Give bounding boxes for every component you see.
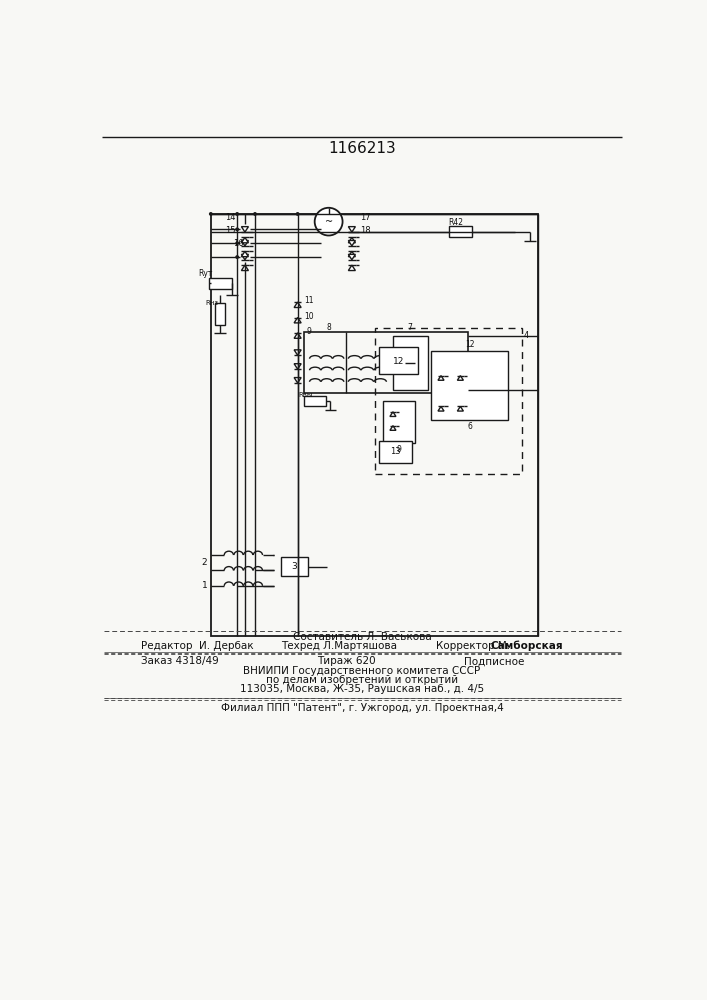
Text: Самборская: Самборская xyxy=(491,641,563,651)
Text: 11: 11 xyxy=(305,296,314,305)
Polygon shape xyxy=(438,406,444,411)
Text: Техред Л.Мартяшова: Техред Л.Мартяшова xyxy=(281,641,397,651)
Bar xyxy=(375,328,522,474)
Text: ВНИИПИ Государственного комитета СССР: ВНИИПИ Государственного комитета СССР xyxy=(243,666,481,676)
Text: 18: 18 xyxy=(360,226,370,235)
Bar xyxy=(209,278,232,289)
Text: 6: 6 xyxy=(467,422,472,431)
Bar xyxy=(211,214,538,636)
Text: R42: R42 xyxy=(448,218,463,227)
Text: Подписное: Подписное xyxy=(464,656,525,666)
Polygon shape xyxy=(390,412,396,416)
Bar xyxy=(379,441,411,463)
Polygon shape xyxy=(438,376,444,380)
Text: Филиал ППП "Патент", г. Ужгород, ул. Проектная,4: Филиал ППП "Патент", г. Ужгород, ул. Про… xyxy=(221,703,503,713)
Circle shape xyxy=(209,212,213,216)
Polygon shape xyxy=(294,333,301,338)
Polygon shape xyxy=(406,363,414,370)
Polygon shape xyxy=(294,378,301,383)
Circle shape xyxy=(315,208,343,235)
Polygon shape xyxy=(390,426,396,430)
Polygon shape xyxy=(294,302,301,307)
Polygon shape xyxy=(457,406,463,411)
Bar xyxy=(393,336,428,389)
Polygon shape xyxy=(457,376,463,380)
Text: 2: 2 xyxy=(201,558,207,567)
Polygon shape xyxy=(241,254,248,260)
Text: 1166213: 1166213 xyxy=(328,141,396,156)
Text: Заказ 4318/49: Заказ 4318/49 xyxy=(141,656,219,666)
Text: 113035, Москва, Ж-35, Раушская наб., д. 4/5: 113035, Москва, Ж-35, Раушская наб., д. … xyxy=(240,684,484,694)
Text: Тираж 620: Тираж 620 xyxy=(317,656,375,666)
Polygon shape xyxy=(349,254,356,260)
Text: 7: 7 xyxy=(407,323,412,332)
Circle shape xyxy=(253,212,257,216)
Bar xyxy=(431,351,508,420)
Bar xyxy=(383,401,416,443)
Circle shape xyxy=(296,212,300,216)
Text: Составитель Л. Васькова: Составитель Л. Васькова xyxy=(293,632,431,642)
Polygon shape xyxy=(241,241,248,246)
Text: 10: 10 xyxy=(305,312,314,321)
Text: 8: 8 xyxy=(326,323,331,332)
Bar xyxy=(304,396,325,406)
Polygon shape xyxy=(241,251,248,257)
Polygon shape xyxy=(294,350,301,355)
Circle shape xyxy=(235,241,239,245)
Text: Редактор  И. Дербак: Редактор И. Дербак xyxy=(141,641,254,651)
Text: 9: 9 xyxy=(397,445,402,454)
Text: 12: 12 xyxy=(392,357,404,366)
Text: ~: ~ xyxy=(325,217,333,227)
Text: 4: 4 xyxy=(524,331,529,340)
Polygon shape xyxy=(294,364,301,369)
Polygon shape xyxy=(241,227,248,232)
Text: по делам изобретений и открытий: по делам изобретений и открытий xyxy=(266,675,458,685)
Circle shape xyxy=(235,227,239,231)
Text: Корректор М.: Корректор М. xyxy=(436,641,510,651)
Text: 3: 3 xyxy=(291,562,297,571)
Text: 15: 15 xyxy=(225,226,235,235)
Polygon shape xyxy=(349,241,356,246)
Bar xyxy=(449,226,472,237)
Polygon shape xyxy=(241,265,248,271)
Polygon shape xyxy=(349,251,356,257)
Text: 9: 9 xyxy=(307,327,312,336)
Polygon shape xyxy=(349,265,356,271)
Bar xyxy=(379,347,418,374)
Polygon shape xyxy=(349,227,356,232)
Circle shape xyxy=(235,255,239,259)
Text: 14: 14 xyxy=(225,213,235,222)
Text: Rут: Rут xyxy=(198,269,212,278)
Circle shape xyxy=(235,212,239,216)
Bar xyxy=(281,557,308,576)
Text: 13: 13 xyxy=(390,447,401,456)
Text: Rвы: Rвы xyxy=(298,392,312,398)
Text: 12: 12 xyxy=(465,340,474,349)
Bar xyxy=(215,303,225,325)
Polygon shape xyxy=(294,318,301,323)
Polygon shape xyxy=(349,237,356,243)
Bar xyxy=(304,332,468,393)
Text: 17: 17 xyxy=(360,213,370,222)
Polygon shape xyxy=(241,237,248,243)
Text: 1: 1 xyxy=(201,581,207,590)
Text: Rнз: Rнз xyxy=(206,300,219,306)
Text: 16: 16 xyxy=(233,239,243,248)
